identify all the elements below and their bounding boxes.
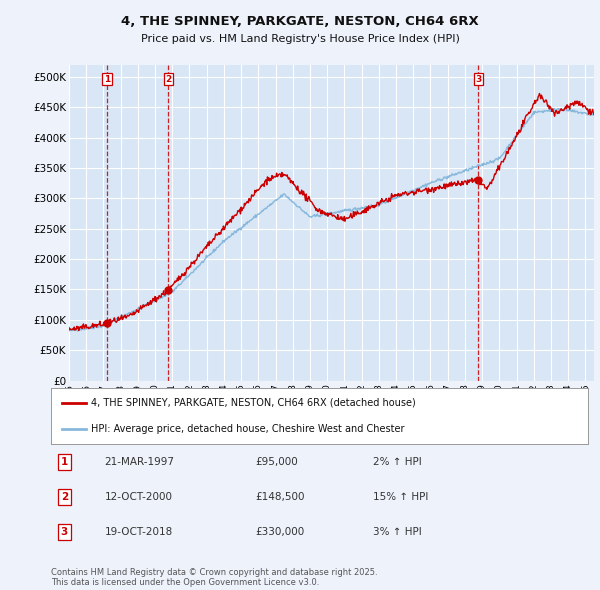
Text: 3% ↑ HPI: 3% ↑ HPI — [373, 527, 422, 537]
Text: 19-OCT-2018: 19-OCT-2018 — [105, 527, 173, 537]
Text: 15% ↑ HPI: 15% ↑ HPI — [373, 492, 428, 502]
Text: 12-OCT-2000: 12-OCT-2000 — [105, 492, 173, 502]
Text: £330,000: £330,000 — [255, 527, 304, 537]
Text: 2: 2 — [61, 492, 68, 502]
Text: 1: 1 — [104, 74, 110, 84]
Text: £95,000: £95,000 — [255, 457, 298, 467]
Text: 4, THE SPINNEY, PARKGATE, NESTON, CH64 6RX: 4, THE SPINNEY, PARKGATE, NESTON, CH64 6… — [121, 15, 479, 28]
Text: 21-MAR-1997: 21-MAR-1997 — [105, 457, 175, 467]
Text: £148,500: £148,500 — [255, 492, 305, 502]
Text: 2% ↑ HPI: 2% ↑ HPI — [373, 457, 422, 467]
Text: Contains HM Land Registry data © Crown copyright and database right 2025.
This d: Contains HM Land Registry data © Crown c… — [51, 568, 377, 587]
Text: 3: 3 — [475, 74, 481, 84]
Text: Price paid vs. HM Land Registry's House Price Index (HPI): Price paid vs. HM Land Registry's House … — [140, 34, 460, 44]
Text: 2: 2 — [166, 74, 172, 84]
Text: 4, THE SPINNEY, PARKGATE, NESTON, CH64 6RX (detached house): 4, THE SPINNEY, PARKGATE, NESTON, CH64 6… — [91, 398, 416, 408]
Text: 1: 1 — [61, 457, 68, 467]
Text: 3: 3 — [61, 527, 68, 537]
Text: HPI: Average price, detached house, Cheshire West and Chester: HPI: Average price, detached house, Ches… — [91, 424, 405, 434]
